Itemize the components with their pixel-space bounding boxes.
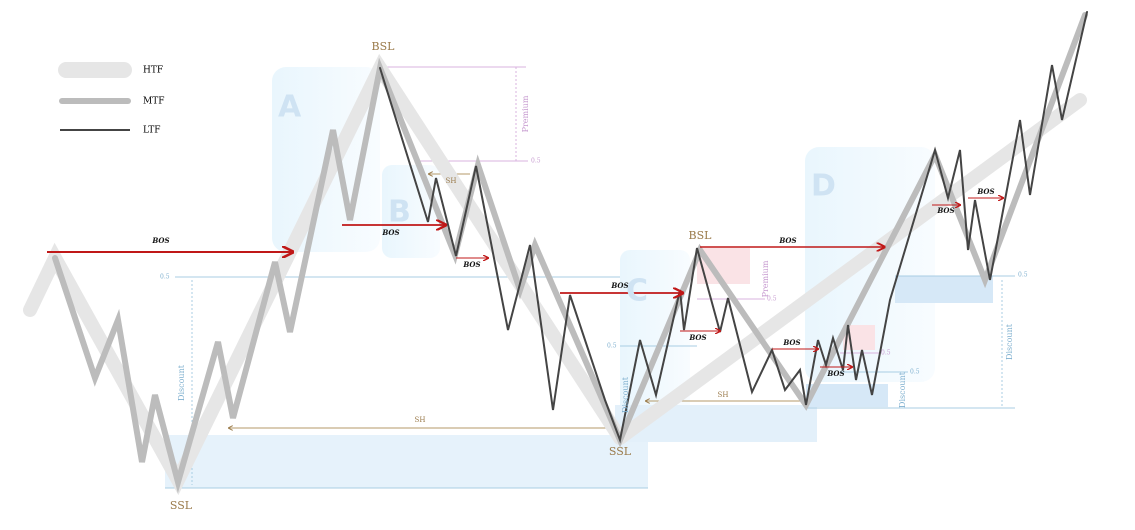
bos-label: BOS xyxy=(936,206,954,215)
sh-label: SH xyxy=(446,177,457,185)
zone-label: B xyxy=(388,195,411,230)
bos-arrows xyxy=(47,198,1003,367)
bos-label: BOS xyxy=(778,236,796,245)
zone-label: A xyxy=(278,90,302,125)
eq-label: 0.5 xyxy=(531,158,541,165)
eq-label: 0.5 xyxy=(767,296,777,303)
bos-label: BOS xyxy=(462,260,480,269)
htf-path xyxy=(613,93,1087,445)
eq-label: 0.5 xyxy=(881,350,891,357)
zone-d xyxy=(805,147,935,382)
bos-label: BOS xyxy=(151,236,169,245)
premium-label: Premium xyxy=(761,260,770,297)
discount-label: Discount xyxy=(898,371,907,408)
eq-label: 0.5 xyxy=(1018,272,1028,279)
price-paths xyxy=(23,11,1088,496)
bos-label: BOS xyxy=(610,281,628,290)
zone-label: D xyxy=(811,169,836,204)
bsl-label: BSL xyxy=(689,229,713,242)
legend-label: MTF xyxy=(143,97,164,107)
bos-label: BOS xyxy=(826,369,844,378)
discount-label: Discount xyxy=(177,364,186,401)
ltf-path xyxy=(379,11,1088,444)
discount-box xyxy=(895,276,993,303)
bos-label: BOS xyxy=(381,228,399,237)
bos-label: BOS xyxy=(782,338,800,347)
legend: HTF MTF LTF xyxy=(58,62,164,136)
eq-label: 0.5 xyxy=(160,274,170,281)
sh-label: SH xyxy=(415,416,426,424)
ssl-label: SSL xyxy=(609,445,632,458)
discount-label: Discount xyxy=(621,376,630,413)
discount-label: Discount xyxy=(1005,323,1014,360)
eq-label: 0.5 xyxy=(910,369,920,376)
labels: A B C D BSL SSL BSL SSL BOS BOS BOS BOS … xyxy=(151,40,1027,512)
bos-label: BOS xyxy=(688,333,706,342)
discount-box xyxy=(806,384,888,407)
bsl-label: BSL xyxy=(372,40,396,53)
mtf-path xyxy=(52,12,1088,494)
zone-label: C xyxy=(626,274,648,309)
discount-box xyxy=(165,435,648,488)
eq-label: 0.5 xyxy=(607,343,617,350)
bos-label: BOS xyxy=(976,187,994,196)
premium-label: Premium xyxy=(521,95,530,132)
legend-label: HTF xyxy=(143,66,163,76)
legend-label: LTF xyxy=(143,126,161,136)
ssl-label: SSL xyxy=(170,499,193,512)
sh-label: SH xyxy=(718,391,729,399)
